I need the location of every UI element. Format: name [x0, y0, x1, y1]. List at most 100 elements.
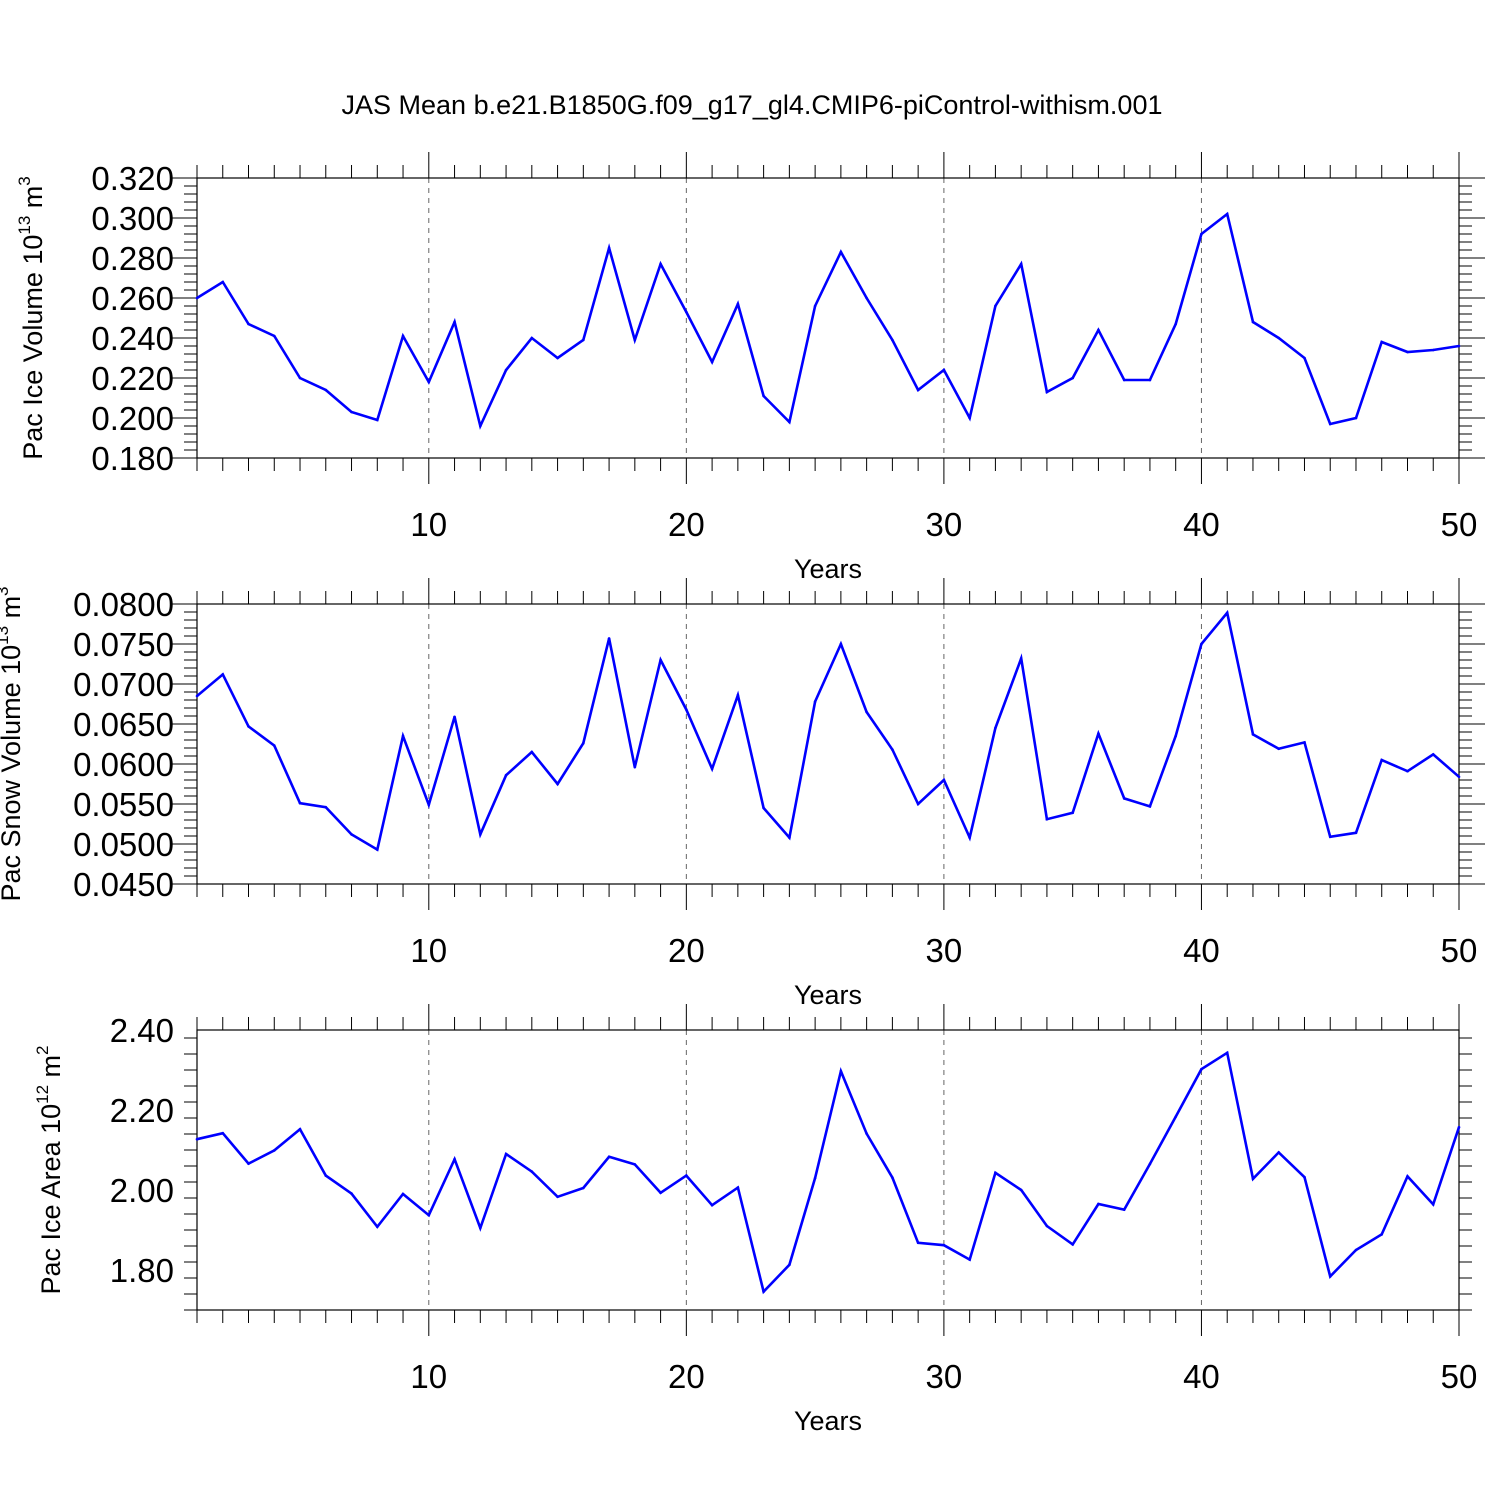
data-point: [324, 388, 328, 392]
data-point: [1380, 1233, 1384, 1236]
x-tick-label: 10: [410, 932, 447, 969]
data-point: [813, 304, 817, 308]
data-point: [710, 1203, 714, 1207]
y-tick-label: 1.80: [110, 1252, 174, 1289]
data-point: [504, 1152, 508, 1156]
data-point: [813, 1176, 817, 1180]
x-axis-label: Years: [794, 554, 862, 584]
y-tick-label: 0.0750: [73, 626, 174, 663]
data-point: [685, 1174, 688, 1177]
data-point: [1225, 212, 1229, 216]
x-tick-label: 40: [1183, 932, 1220, 969]
data-point: [1251, 1177, 1255, 1181]
data-point: [916, 388, 920, 392]
data-point: [968, 1258, 971, 1261]
panels: 0.1800.2000.2200.2400.2600.2800.3000.320…: [0, 152, 1485, 1436]
data-point: [1122, 378, 1126, 382]
x-tick-label: 10: [410, 506, 447, 543]
data-point: [1277, 336, 1281, 340]
data-point: [607, 1155, 611, 1159]
data-point: [247, 725, 250, 728]
data-point: [1122, 1208, 1126, 1211]
data-point: [479, 833, 482, 836]
data-point: [633, 1163, 637, 1166]
data-point: [633, 338, 637, 342]
data-point: [350, 1192, 353, 1195]
data-point: [401, 1192, 405, 1196]
plot-frame: [196, 603, 1460, 885]
data-point: [813, 700, 817, 703]
data-point: [685, 708, 688, 711]
x-tick-label: 50: [1441, 932, 1478, 969]
data-point: [1045, 817, 1049, 821]
data-point: [1251, 320, 1255, 324]
data-point: [401, 734, 405, 738]
data-point: [1457, 775, 1461, 779]
data-point: [736, 1186, 740, 1189]
data-point: [865, 1132, 868, 1135]
data-point: [994, 1171, 997, 1175]
data-point: [530, 750, 534, 754]
data-point: [1457, 1125, 1461, 1129]
data-point: [298, 801, 302, 805]
data-point: [221, 673, 225, 676]
data-point: [1122, 797, 1126, 800]
data-point: [195, 296, 199, 300]
data-point: [272, 334, 276, 338]
data-point: [788, 1263, 791, 1267]
y-axis-label: Pac Ice Area 1012 m2: [33, 1045, 66, 1294]
y-tick-label: 0.320: [91, 160, 174, 197]
panel-2: 0.04500.05000.05500.06000.06500.07000.07…: [0, 578, 1485, 1010]
data-point: [659, 262, 662, 266]
data-point: [1174, 1115, 1177, 1119]
y-tick-label: 0.200: [91, 400, 174, 437]
data-point: [272, 744, 276, 747]
data-point: [1303, 1175, 1306, 1179]
y-tick-label: 0.260: [91, 280, 174, 317]
data-point: [1328, 835, 1332, 839]
data-point: [530, 1170, 534, 1173]
data-point: [607, 637, 611, 640]
data-point: [1097, 1202, 1100, 1206]
x-axis-label: Years: [794, 1406, 862, 1436]
data-point: [1045, 1224, 1049, 1228]
y-tick-label: 0.0500: [73, 826, 174, 863]
data-point: [221, 280, 225, 284]
data-point: [582, 338, 585, 342]
y-tick-label: 0.0550: [73, 786, 174, 823]
y-tick-label: 0.0600: [73, 746, 174, 783]
data-point: [788, 420, 791, 424]
data-point: [1431, 348, 1435, 352]
data-point: [427, 1213, 431, 1217]
data-point: [1354, 1248, 1358, 1252]
data-point: [942, 778, 946, 782]
data-point: [1277, 747, 1281, 751]
data-point: [1406, 769, 1409, 773]
data-point: [1071, 811, 1074, 815]
data-point: [453, 1157, 456, 1161]
data-point: [195, 694, 199, 698]
data-point: [1457, 344, 1461, 348]
data-point: [1200, 642, 1203, 646]
data-point: [1406, 350, 1409, 354]
data-point: [1019, 262, 1023, 266]
data-point: [1380, 340, 1384, 344]
data-point: [891, 1176, 894, 1179]
y-tick-label: 0.0650: [73, 706, 174, 743]
y-axis-label: Pac Snow Volume 1013 m3: [0, 586, 26, 901]
data-point: [865, 710, 868, 714]
data-point: [530, 336, 534, 340]
data-point: [1406, 1175, 1409, 1178]
data-point: [479, 424, 482, 428]
data-point: [839, 1069, 843, 1073]
x-tick-label: 30: [926, 506, 963, 543]
chart-title: JAS Mean b.e21.B1850G.f09_g17_gl4.CMIP6-…: [342, 90, 1163, 120]
data-point: [247, 1162, 250, 1165]
y-tick-label: 0.0450: [73, 866, 174, 903]
y-tick-label: 0.280: [91, 240, 174, 277]
data-point: [710, 360, 714, 364]
panel-3: 1.80 2.00 2.20 2.40 10 20 30 40 50 Years Pac Ice A…: [33, 1004, 1477, 1436]
panel-1: 0.1800.2000.2200.2400.2600.2800.3000.320…: [15, 152, 1485, 584]
y-tick-label: 0.180: [91, 440, 174, 477]
data-point: [736, 693, 740, 697]
